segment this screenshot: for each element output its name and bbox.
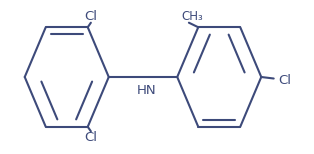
Text: Cl: Cl [279, 73, 291, 87]
Text: HN: HN [136, 84, 156, 97]
Text: CH₃: CH₃ [181, 10, 203, 23]
Text: Cl: Cl [84, 10, 97, 23]
Text: Cl: Cl [84, 131, 97, 144]
